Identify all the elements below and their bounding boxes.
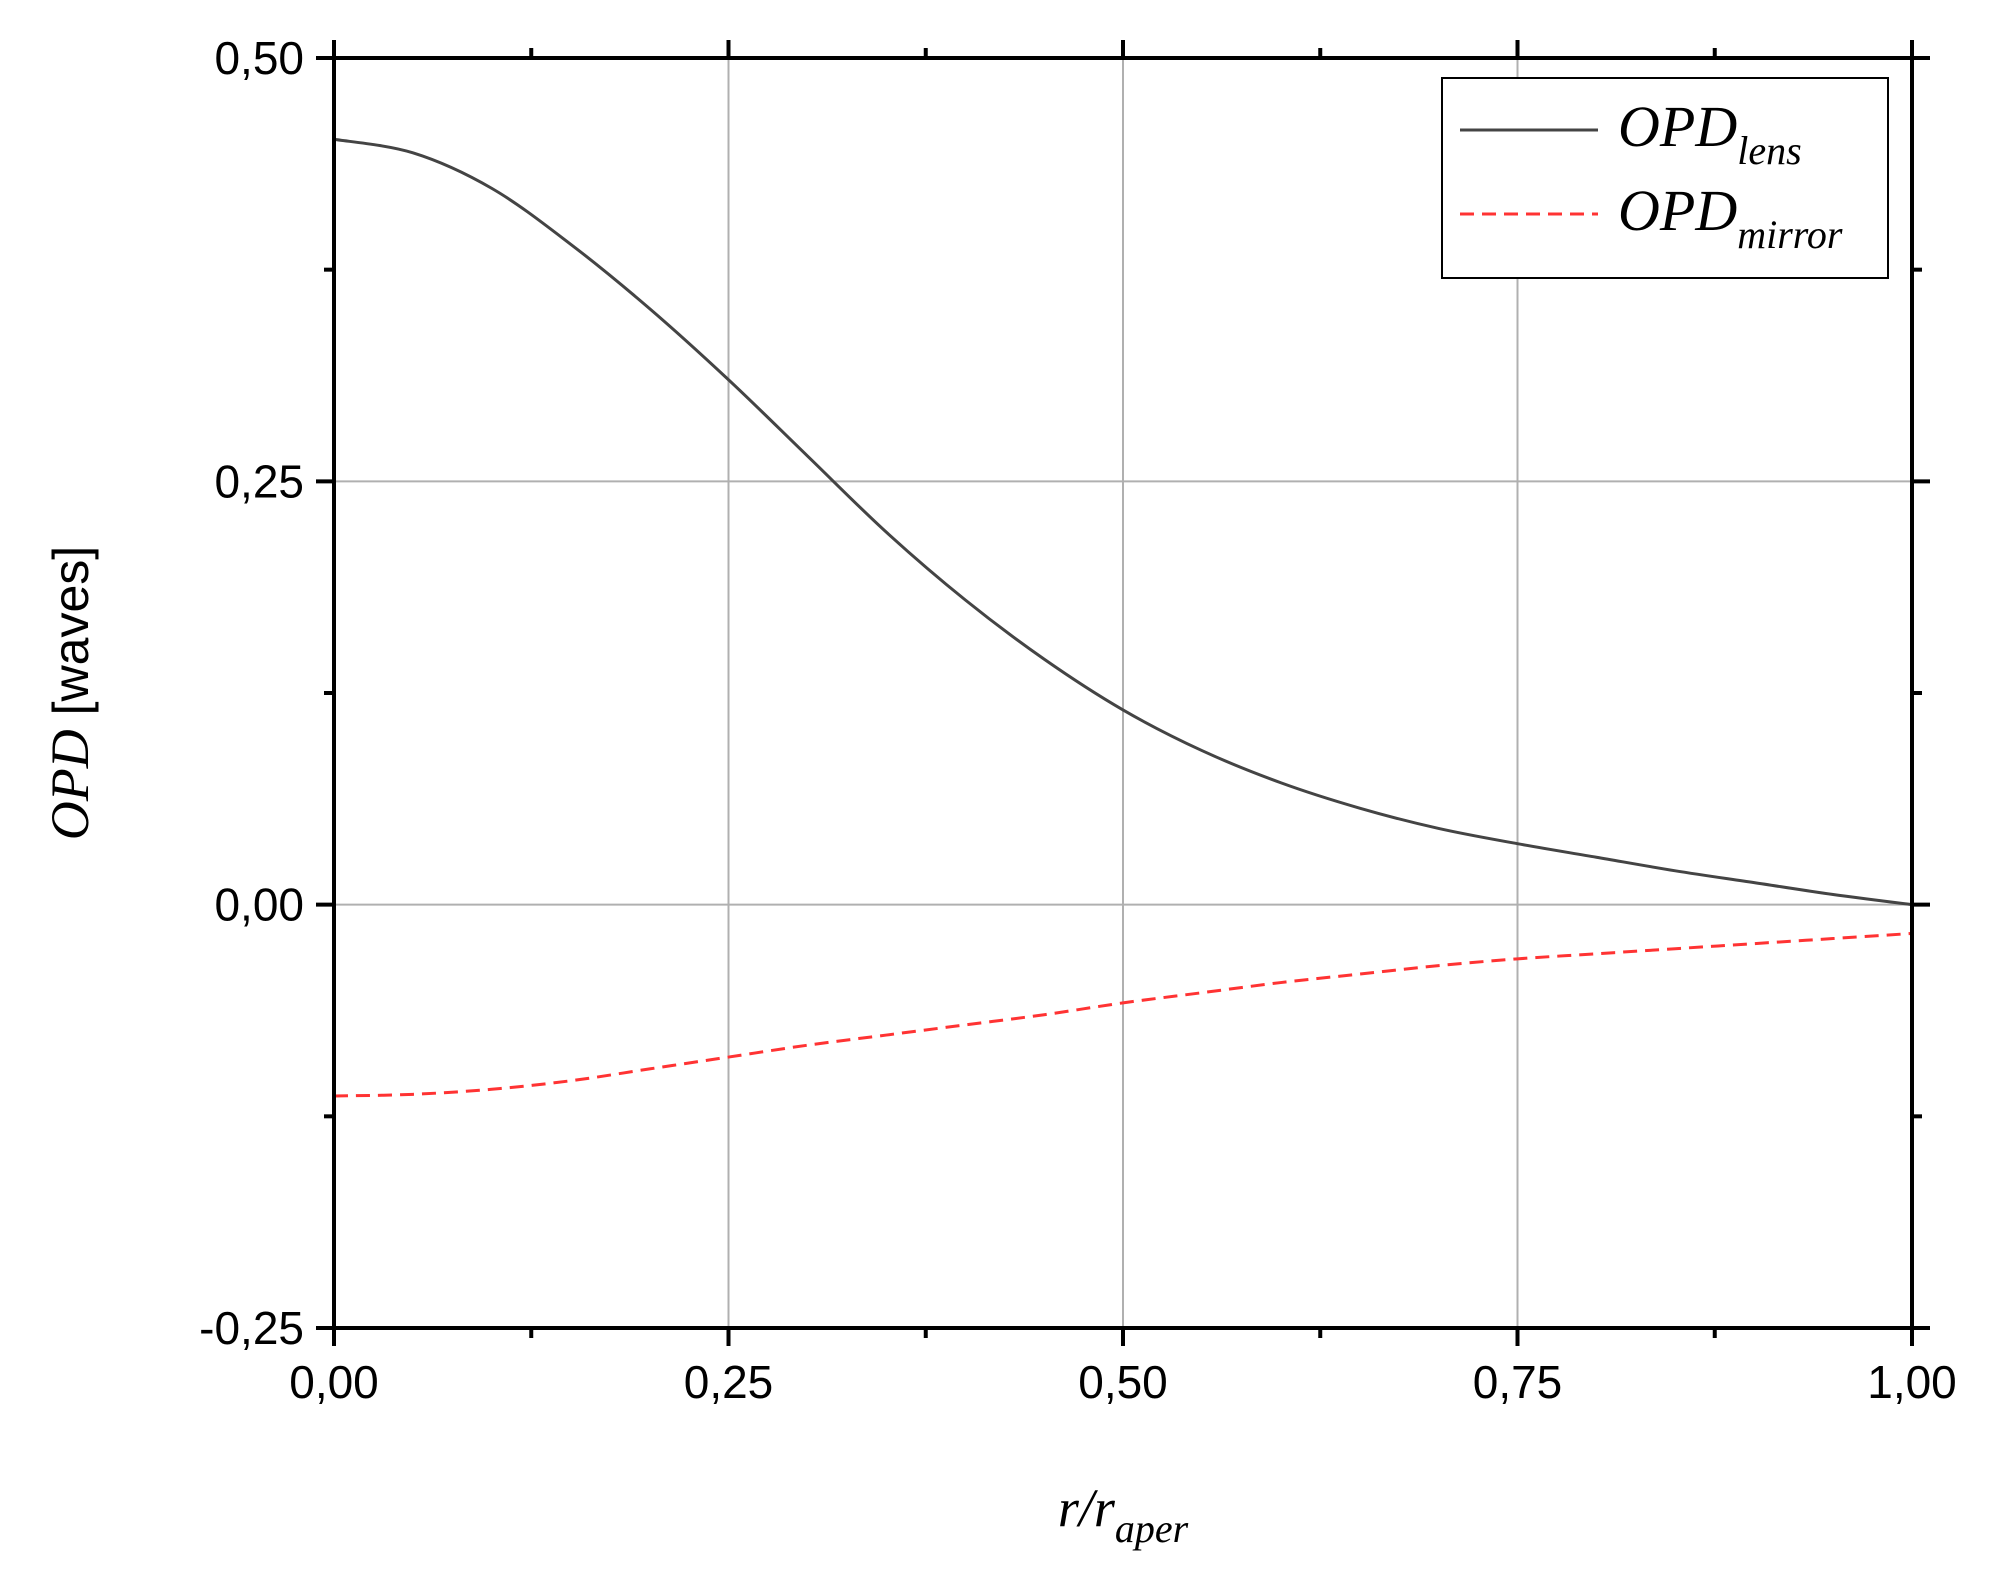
series-line-mirror <box>333 931 1913 1098</box>
x-tick-label: 0,50 <box>1078 1356 1168 1408</box>
legend: OPDlens OPDmirror <box>1441 77 1889 279</box>
y-tick-label: 0,00 <box>214 879 304 931</box>
series-line-lens <box>333 137 1913 907</box>
legend-box <box>1441 77 1889 279</box>
y-tick-label: 0,25 <box>214 455 304 507</box>
x-axis-title-sub: aper <box>1115 1506 1189 1551</box>
legend-label-mirror: OPDmirror <box>1618 178 1843 257</box>
x-tick-label: 0,75 <box>1473 1356 1563 1408</box>
legend-label-lens: OPDlens <box>1618 94 1802 173</box>
series-lines <box>333 137 1913 1098</box>
x-tick-label: 1,00 <box>1867 1356 1957 1408</box>
axis-ticks <box>316 40 1930 1346</box>
x-tick-label: 0,00 <box>289 1356 379 1408</box>
x-tick-label: 0,25 <box>684 1356 774 1408</box>
x-axis-title-main: r/r <box>1058 1478 1116 1538</box>
legend-label-lens-sub: lens <box>1737 128 1801 173</box>
y-tick-label: -0,25 <box>199 1302 304 1354</box>
y-axis-title-plain: [waves] <box>43 546 99 729</box>
legend-label-mirror-main: OPD <box>1618 178 1737 243</box>
tick-labels: 0,00 0,25 0,50 0,75 1,00-0,250,000,250,50 <box>199 32 1957 1408</box>
x-axis-title: r/raper <box>1058 1478 1189 1551</box>
y-axis-title-italic: OPD <box>40 729 100 840</box>
legend-label-lens-main: OPD <box>1618 94 1737 159</box>
y-axis-title: OPD [waves] <box>40 546 100 840</box>
y-tick-label: 0,50 <box>214 32 304 84</box>
legend-label-mirror-sub: mirror <box>1737 212 1843 257</box>
